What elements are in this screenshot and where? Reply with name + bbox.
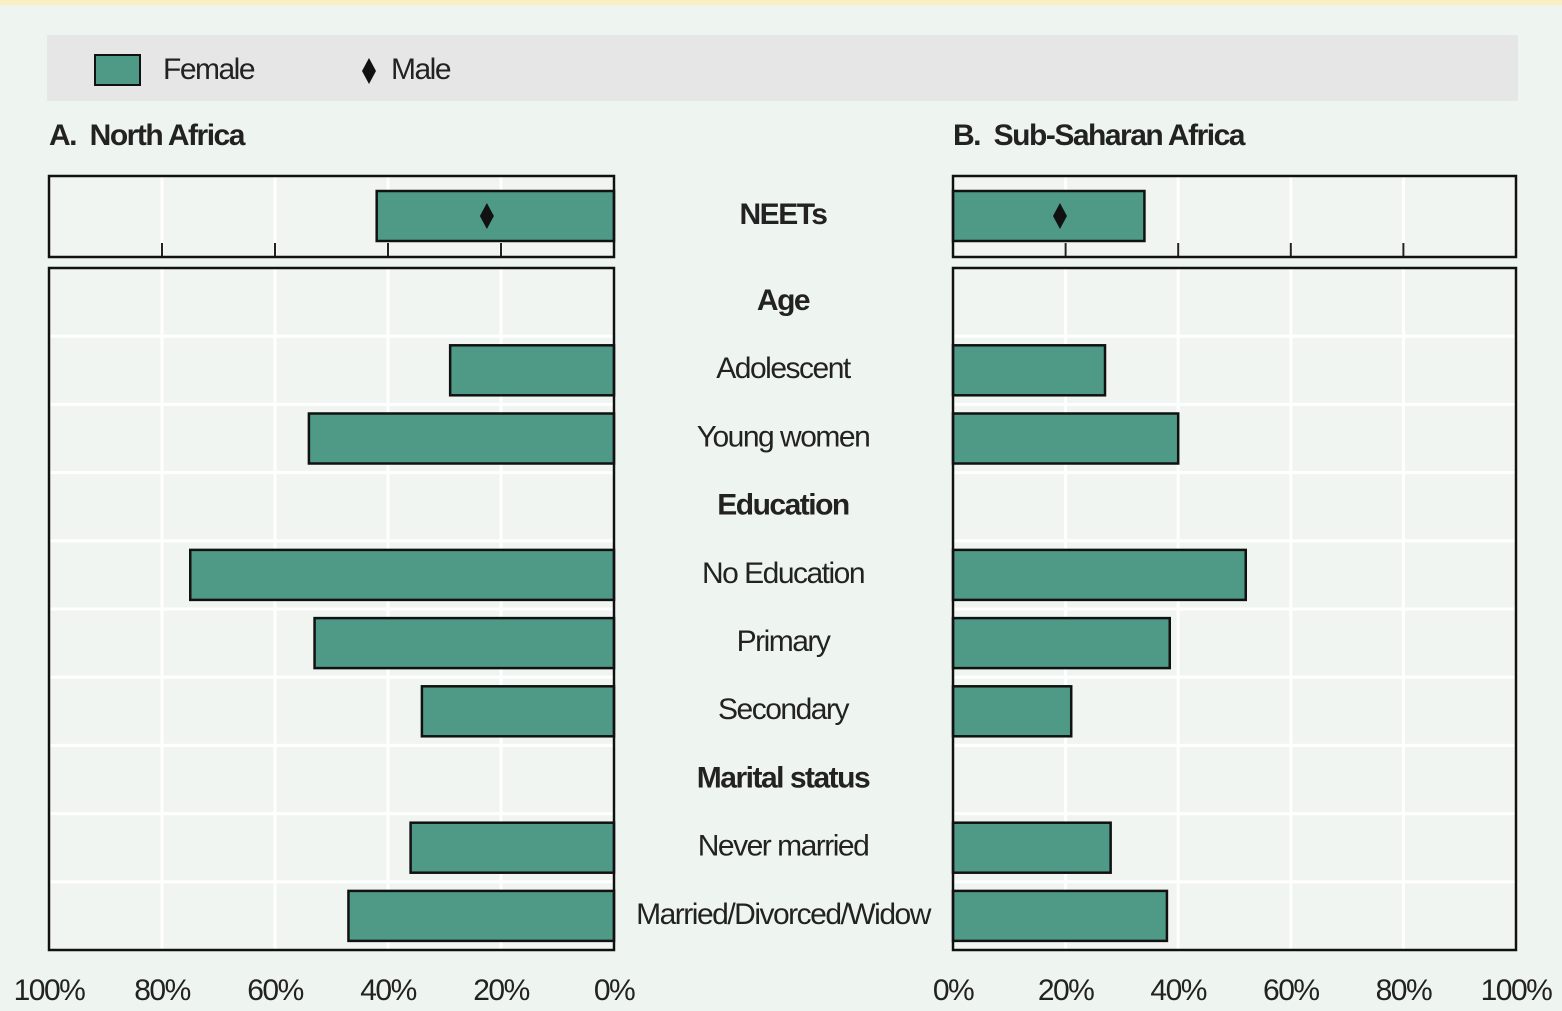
bar [375, 189, 616, 243]
category-label: Marital status [697, 761, 870, 794]
x-tick-label: 80% [1376, 974, 1432, 1007]
bar [951, 889, 1169, 943]
category-label: No Education [702, 557, 864, 590]
bar [951, 344, 1107, 397]
legend-label: Female [163, 53, 255, 86]
bar [409, 821, 616, 874]
category-label: Never married [698, 830, 869, 863]
male-marker [479, 203, 494, 229]
category-label: Secondary [718, 693, 849, 726]
panel-title: A. North Africa [49, 119, 246, 152]
legend-label: Male [391, 53, 451, 86]
x-tick-label: 100% [14, 974, 86, 1007]
category-label: Age [757, 284, 810, 317]
x-tick-label: 20% [473, 974, 529, 1007]
x-tick-label: 0% [594, 974, 635, 1007]
x-tick-label: 0% [933, 974, 974, 1007]
male-marker [1052, 203, 1067, 229]
category-label: NEETs [740, 198, 828, 231]
bar [951, 189, 1146, 243]
x-tick-label: 20% [1038, 974, 1094, 1007]
legend-box [47, 35, 1518, 101]
plot-frame [47, 174, 616, 259]
category-label: Adolescent [716, 352, 852, 385]
x-tick-label: 40% [1150, 974, 1206, 1007]
bar [189, 548, 616, 602]
bar [951, 616, 1172, 670]
category-label: Married/Divorced/Widow [636, 898, 932, 931]
x-tick-label: 40% [360, 974, 416, 1007]
x-tick-label: 100% [1481, 974, 1553, 1007]
top-strip [0, 0, 1562, 5]
panel-title: B. Sub-Saharan Africa [953, 119, 1246, 152]
legend-marker [362, 58, 376, 84]
x-tick-label: 60% [247, 974, 303, 1007]
category-label: Education [717, 489, 849, 522]
bar [313, 616, 616, 670]
x-tick-label: 60% [1263, 974, 1319, 1007]
plot-frame [47, 266, 616, 952]
bar [951, 412, 1180, 465]
plot-frame [951, 174, 1518, 259]
bar [951, 548, 1248, 602]
category-label: Primary [737, 625, 831, 658]
legend-swatch [94, 54, 141, 86]
x-tick-label: 80% [134, 974, 190, 1007]
category-label: Young women [697, 420, 870, 453]
bar [951, 685, 1073, 738]
bar [347, 889, 616, 943]
plot-frame [951, 266, 1518, 952]
bar [951, 821, 1112, 874]
bar [307, 412, 616, 465]
bar [420, 685, 616, 738]
bar [448, 344, 616, 397]
